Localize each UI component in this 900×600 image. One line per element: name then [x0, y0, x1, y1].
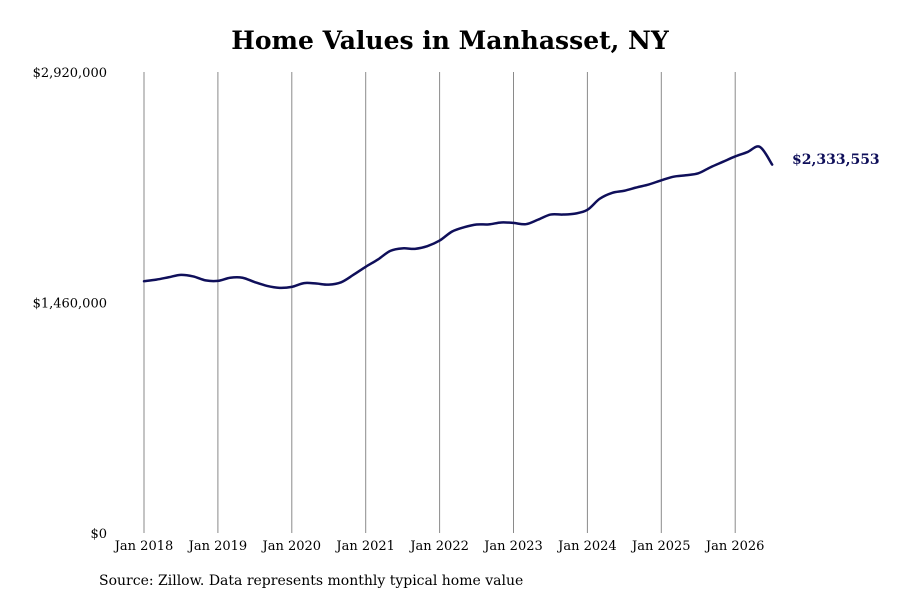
x-tick-label: Jan 2026: [704, 539, 765, 554]
x-tick-label: Jan 2018: [113, 539, 174, 554]
x-tick-label: Jan 2019: [187, 539, 248, 554]
chart-title: Home Values in Manhasset, NY: [231, 26, 669, 55]
x-tick-label: Jan 2023: [482, 539, 543, 554]
y-tick-label: $2,920,000: [33, 66, 107, 81]
y-tick-label: $0: [90, 527, 107, 542]
source-note: Source: Zillow. Data represents monthly …: [99, 573, 524, 589]
series-line: [142, 145, 774, 290]
series-layer: [142, 145, 774, 290]
end-value-label: $2,333,553: [792, 152, 880, 168]
vertical-gridlines: [143, 72, 736, 533]
x-tick-label: Jan 2025: [630, 539, 691, 554]
y-axis-tick-labels: $0 $1,460,000 $2,920,000: [33, 66, 107, 542]
x-axis-tick-labels: Jan 2018 Jan 2019 Jan 2020 Jan 2021 Jan 2022…: [113, 539, 765, 554]
x-tick-label: Jan 2022: [408, 539, 469, 554]
x-tick-label: Jan 2021: [334, 539, 395, 554]
x-tick-label: Jan 2024: [556, 539, 617, 554]
x-tick-label: Jan 2020: [261, 539, 322, 554]
y-tick-label: $1,460,000: [33, 297, 107, 312]
